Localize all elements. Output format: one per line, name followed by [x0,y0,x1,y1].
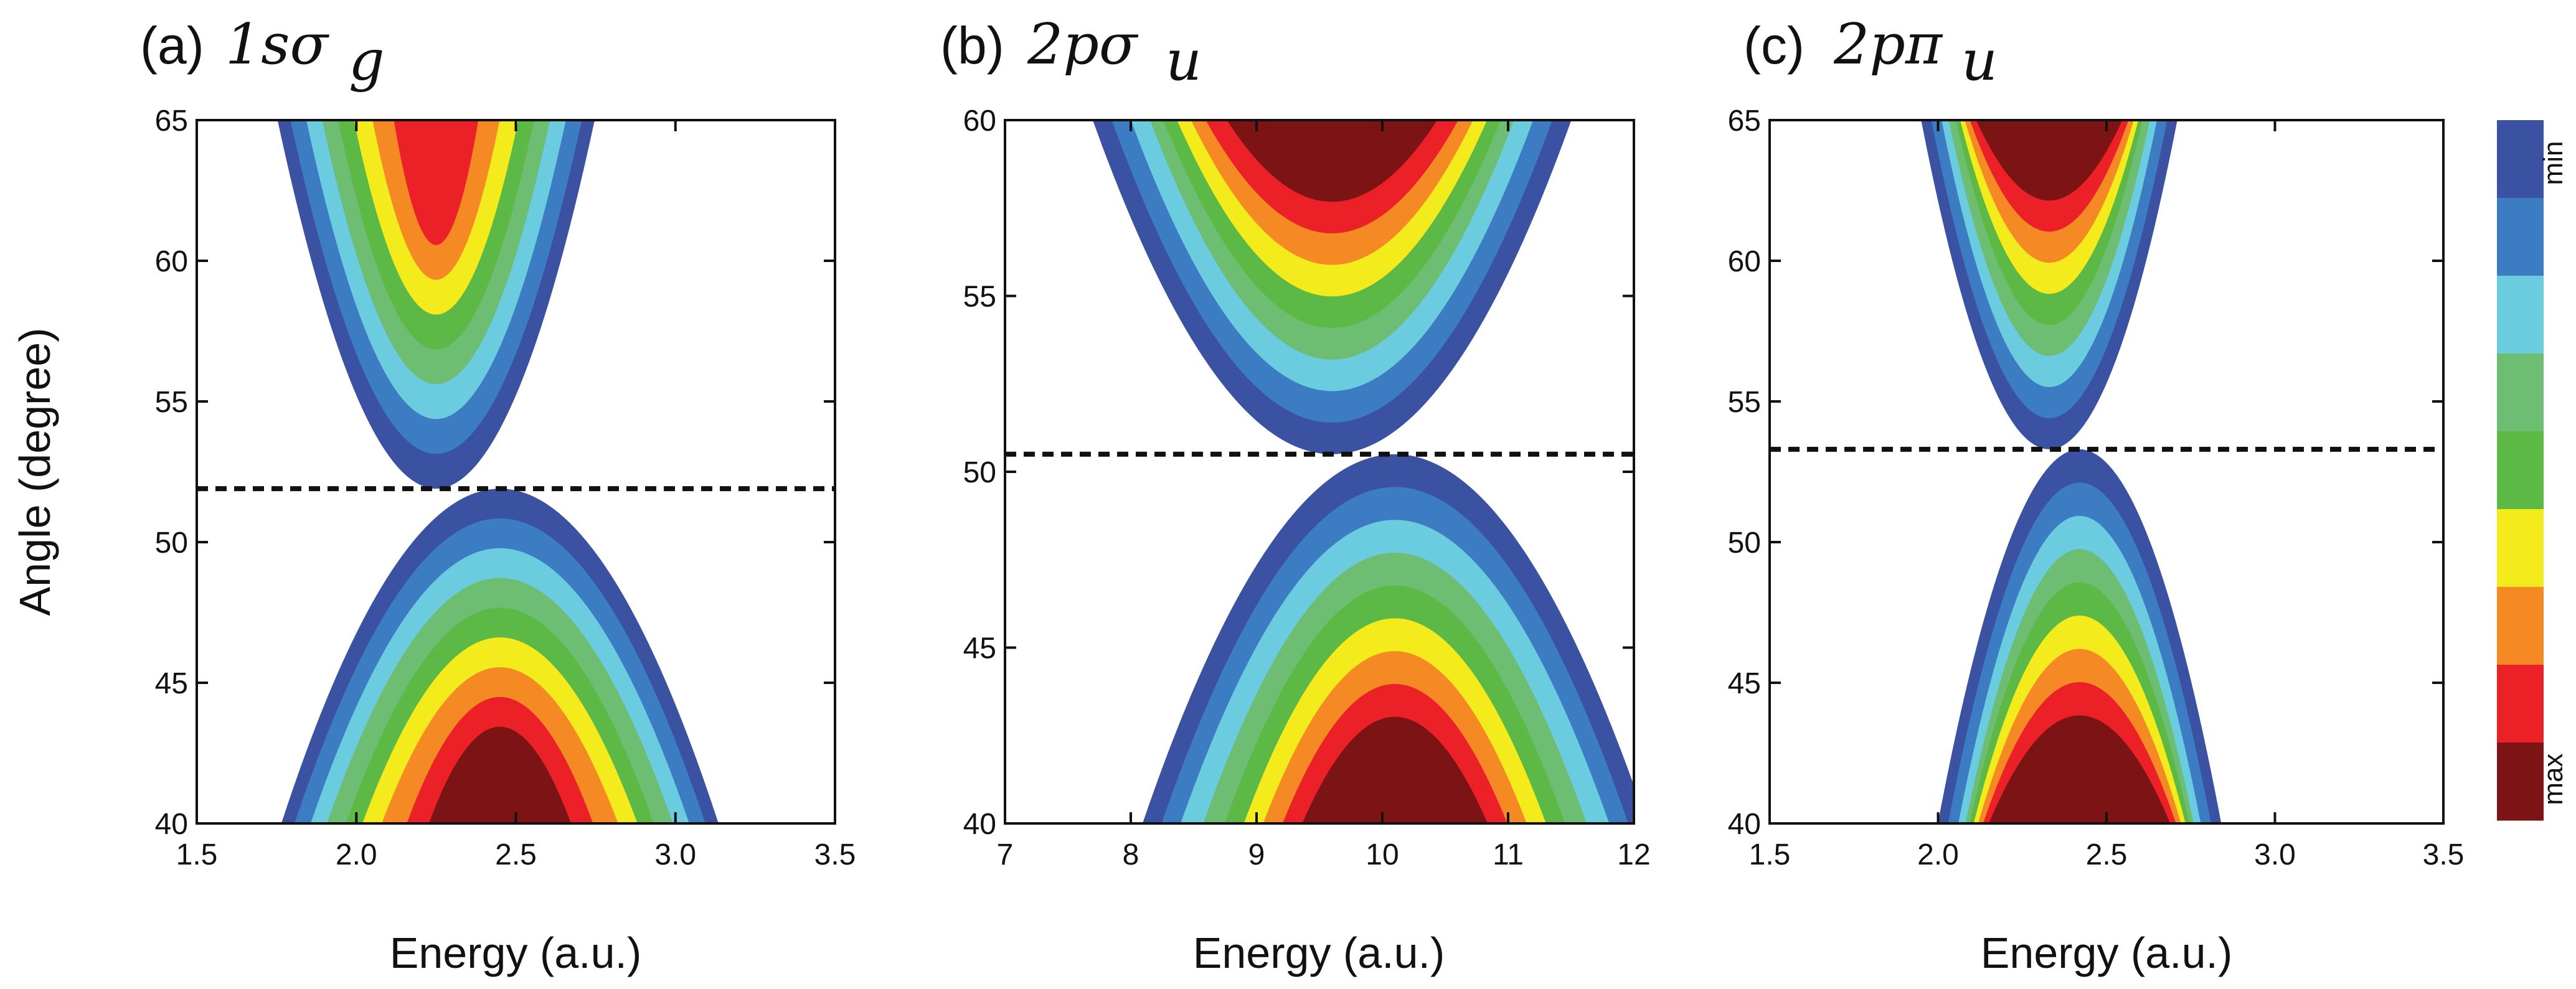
panel-b-upper-contour-8 [1227,120,1437,202]
panel-c-ytick-label: 50 [1728,527,1761,560]
panel-c-x-ticks: 1.5 2.0 2.5 3.0 3.5 [1749,120,2465,871]
panel-a-lower-contour-8 [428,726,571,823]
panel-c-contours [1921,120,2222,823]
panel-a-orbital-subscript: g [349,28,385,93]
panel-a-upper-contour-7 [394,120,479,245]
panel-b-xtick-label: 12 [1617,838,1650,871]
panel-b-ytick-label: 40 [963,808,996,841]
panel-c-xtick-label: 1.5 [1749,838,1791,871]
panel-a-contours [277,120,719,823]
panel-a-x-ticks: 1.5 2.0 2.5 3.0 3.5 [176,120,856,871]
panel-a-ytick-label: 50 [155,527,188,560]
panel-c-letter: (c) [1743,16,1805,75]
colorbar-step-4 [2497,431,2544,510]
panel-b-xtick-label: 11 [1493,838,1524,871]
colorbar-step-2 [2497,276,2544,354]
panel-a-xtick-label: 3.0 [654,838,696,871]
panel-c-xtick-label: 3.0 [2254,838,2296,871]
colorbar-step-0 [2497,120,2544,199]
panel-b-ytick-label: 45 [963,632,996,665]
panel-b-orbital: 2pσ [1027,12,1139,77]
panel-c-xlabel: Energy (a.u.) [1981,929,2233,977]
panel-b: (b) 2pσ u Energy (a.u.) 7 8 9 10 11 12 40 45 50… [940,12,1651,977]
panel-a-xtick-label: 2.5 [495,838,537,871]
panel-b-title: (b) 2pσ u [940,12,1202,93]
panel-c-upper-contour-8 [1976,120,2123,200]
colorbar-step-8 [2497,743,2544,821]
colorbar-step-5 [2497,509,2544,588]
panel-b-xtick-label: 8 [1123,838,1139,871]
panel-b-ytick-label: 55 [963,281,996,314]
panel-c-ytick-label: 60 [1728,245,1761,278]
panel-c-title: (c) 2pπ u [1743,12,1998,93]
colorbar-max-label: max [2538,753,2569,805]
panel-b-letter: (b) [940,16,1004,75]
panel-b-xlabel: Energy (a.u.) [1193,929,1445,977]
colorbar-step-6 [2497,587,2544,665]
panel-c-ytick-label: 55 [1728,386,1761,419]
panel-a-ytick-label: 60 [155,245,188,278]
panel-b-lower-contour-8 [1302,716,1488,823]
panel-a-xtick-label: 3.5 [814,838,856,871]
panel-a-letter: (a) [140,16,204,75]
panel-b-contours [1092,120,1634,823]
panel-a-xtick-label: 2.0 [336,838,377,871]
panel-a-ytick-label: 40 [155,808,188,841]
panel-a-orbital: 1sσ [225,12,329,77]
colorbar-step-3 [2497,354,2544,432]
panel-a-title: (a) 1sσ g [140,12,385,93]
panel-b-ytick-label: 50 [963,456,996,489]
panel-a-xlabel: Energy (a.u.) [390,929,642,977]
panel-b-ytick-label: 60 [963,105,996,138]
panel-c-ytick-label: 45 [1728,667,1761,700]
panel-c-ytick-label: 40 [1728,808,1761,841]
panel-c-ytick-label: 65 [1728,105,1761,138]
panel-b-orbital-subscript: u [1166,28,1202,93]
panel-c-xtick-label: 2.0 [1917,838,1959,871]
panel-b-y-ticks: 40 45 50 55 60 [963,105,1634,841]
panel-a-xtick-label: 1.5 [176,838,218,871]
panel-b-xtick-label: 9 [1248,838,1265,871]
panel-a-ylabel: Angle (degree) [11,327,59,616]
colorbar-min-label: min [2538,141,2569,185]
panel-a-ytick-label: 45 [155,667,188,700]
colorbar: min max [2497,120,2569,821]
panel-c-xtick-label: 3.5 [2423,838,2465,871]
panel-a-ytick-label: 65 [155,105,188,138]
panel-c-y-ticks: 40 45 50 55 60 65 [1728,105,2443,841]
colorbar-step-7 [2497,665,2544,743]
panel-c-lower-contour-8 [1989,715,2171,823]
panel-a-y-ticks: 40 45 50 55 60 65 [155,105,835,841]
panel-c-orbital: 2pπ [1833,12,1943,77]
colorbar-step-1 [2497,198,2544,276]
panel-b-xtick-label: 7 [997,838,1014,871]
panel-b-x-ticks: 7 8 9 10 11 12 [997,120,1651,871]
colorbar-steps [2497,120,2544,821]
panel-a: (a) 1sσ g Angle (degree) Energy (a.u.) 1… [11,12,856,977]
panel-c-orbital-subscript: u [1961,28,1998,93]
panel-c-xtick-label: 2.5 [2086,838,2128,871]
panel-a-ytick-label: 55 [155,386,188,419]
panel-b-xtick-label: 10 [1366,838,1399,871]
panel-c: (c) 2pπ u Energy (a.u.) 1.5 2.0 2.5 3.0 3.5 … [1728,12,2465,977]
